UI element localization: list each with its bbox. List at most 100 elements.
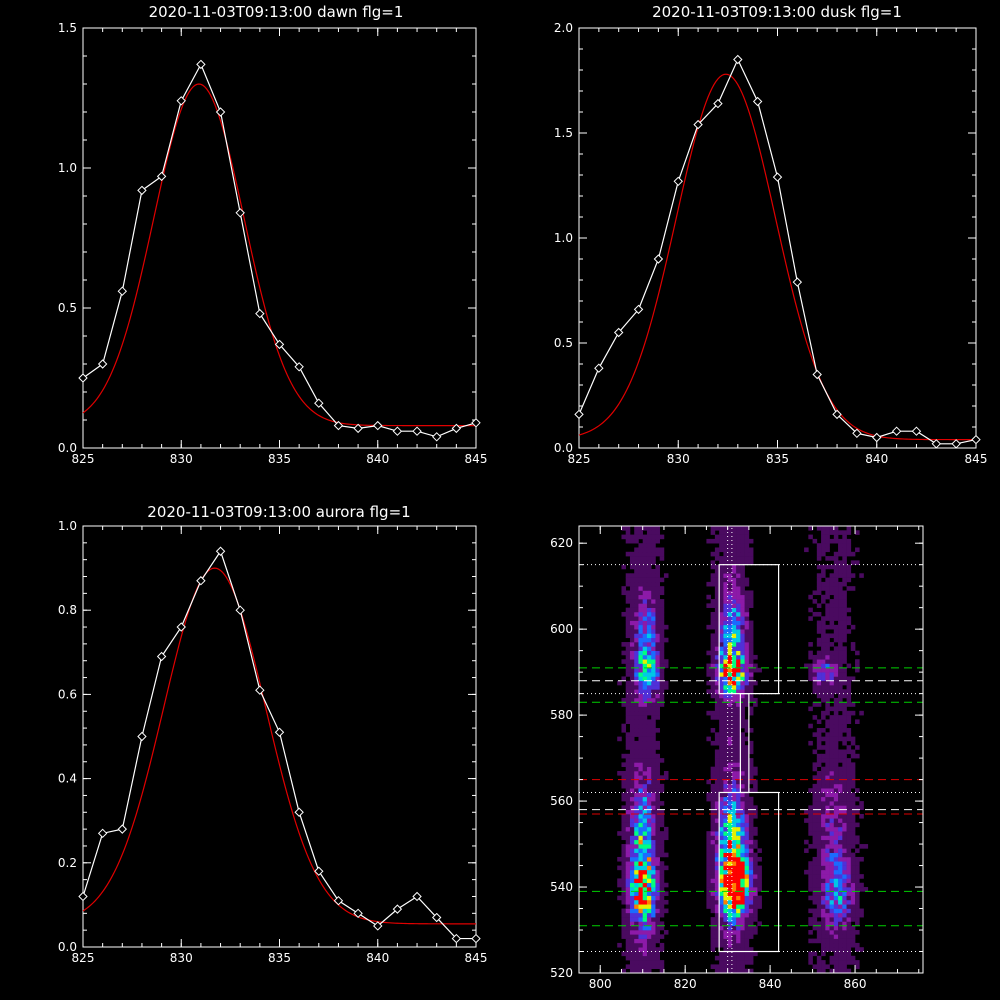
heatmap-pixel <box>829 839 835 845</box>
heatmap-pixel <box>842 749 847 755</box>
heatmap-pixel <box>719 891 724 896</box>
heatmap-pixel <box>638 904 644 909</box>
heatmap-pixel <box>850 856 856 862</box>
heatmap-pixel <box>638 899 644 905</box>
heatmap-pixel <box>651 869 656 875</box>
heatmap-pixel <box>753 891 758 896</box>
heatmap-pixel <box>829 590 835 596</box>
heatmap-pixel <box>833 573 839 578</box>
heatmap-pixel <box>638 796 644 802</box>
heatmap-pixel <box>842 852 847 858</box>
heatmap-pixel <box>829 848 835 853</box>
heatmap-pixel <box>638 779 644 785</box>
heatmap-pixel <box>821 822 826 828</box>
heatmap-pixel <box>638 728 644 733</box>
heatmap-pixel <box>629 766 635 772</box>
heatmap-pixel <box>842 912 847 918</box>
heatmap-pixel <box>625 869 631 875</box>
heatmap-pixel <box>723 629 728 634</box>
heatmap-pixel <box>736 865 741 871</box>
heatmap-pixel <box>655 912 660 918</box>
heatmap-pixel <box>833 560 839 565</box>
heatmap-pixel <box>842 719 847 725</box>
heatmap-pixel <box>855 650 860 656</box>
heatmap-pixel <box>846 745 852 750</box>
dusk-xtick-label: 825 <box>568 452 591 466</box>
heatmap-pixel <box>816 968 822 973</box>
heatmap-pixel <box>812 766 818 772</box>
heatmap-pixel <box>825 822 830 828</box>
heatmap-pixel <box>829 775 835 780</box>
heatmap-pixel <box>625 887 631 892</box>
heatmap-pixel <box>651 878 656 884</box>
heatmap-pixel <box>646 934 652 939</box>
heatmap-pixel <box>850 702 856 707</box>
heatmap-pixel <box>651 594 656 600</box>
heatmap-pixel <box>646 882 652 888</box>
heatmap-pixel <box>719 697 724 703</box>
heatmap-pixel <box>753 856 758 862</box>
heatmap-pixel <box>659 947 665 952</box>
heatmap-pixel <box>846 861 852 866</box>
heatmap-pixel <box>842 822 847 828</box>
heatmap-pixel <box>829 745 835 750</box>
detector-ytick-label: 620 <box>550 536 573 550</box>
heatmap-pixel <box>825 788 830 793</box>
heatmap-pixel <box>659 599 665 604</box>
heatmap-pixel <box>821 624 826 630</box>
heatmap-pixel <box>646 749 652 755</box>
heatmap-pixel <box>723 805 728 810</box>
heatmap-pixel <box>642 874 648 879</box>
heatmap-pixel <box>816 835 822 841</box>
heatmap-pixel <box>829 620 835 626</box>
heatmap-pixel <box>719 826 724 832</box>
heatmap-pixel <box>833 960 839 965</box>
heatmap-pixel <box>625 822 631 828</box>
heatmap-pixel <box>659 904 665 909</box>
heatmap-pixel <box>731 547 737 553</box>
heatmap-pixel <box>846 908 852 914</box>
heatmap-pixel <box>736 852 741 858</box>
heatmap-pixel <box>816 878 822 884</box>
heatmap-pixel <box>736 887 741 892</box>
heatmap-pixel <box>833 912 839 918</box>
heatmap-pixel <box>651 629 656 634</box>
heatmap-pixel <box>846 869 852 875</box>
heatmap-pixel <box>825 869 830 875</box>
heatmap-pixel <box>723 951 728 957</box>
heatmap-pixel <box>638 624 644 630</box>
heatmap-pixel <box>727 629 733 634</box>
heatmap-pixel <box>710 899 716 905</box>
heatmap-pixel <box>723 676 728 682</box>
heatmap-pixel <box>655 852 660 858</box>
heatmap-pixel <box>642 887 648 892</box>
heatmap-pixel <box>731 848 737 853</box>
heatmap-pixel <box>723 779 728 785</box>
heatmap-pixel <box>646 728 652 733</box>
heatmap-pixel <box>723 560 728 565</box>
heatmap-pixel <box>744 899 750 905</box>
heatmap-pixel <box>744 642 750 647</box>
heatmap-pixel <box>714 680 720 686</box>
heatmap-pixel <box>714 577 720 583</box>
heatmap-pixel <box>821 788 826 793</box>
heatmap-pixel <box>663 685 669 690</box>
heatmap-pixel <box>736 659 741 664</box>
heatmap-pixel <box>821 551 826 557</box>
heatmap-pixel <box>821 594 826 600</box>
heatmap-pixel <box>625 551 631 557</box>
heatmap-pixel <box>710 659 716 664</box>
heatmap-pixel <box>642 925 648 931</box>
heatmap-pixel <box>629 813 635 819</box>
heatmap-pixel <box>812 672 818 677</box>
heatmap-pixel <box>727 534 733 540</box>
heatmap-pixel <box>646 603 652 608</box>
heatmap-pixel <box>812 792 818 798</box>
heatmap-pixel <box>642 796 648 802</box>
heatmap-pixel <box>842 887 847 892</box>
heatmap-pixel <box>706 663 711 669</box>
heatmap-pixel <box>842 844 847 849</box>
heatmap-pixel <box>736 702 741 707</box>
heatmap-pixel <box>812 796 818 802</box>
heatmap-pixel <box>727 792 733 798</box>
